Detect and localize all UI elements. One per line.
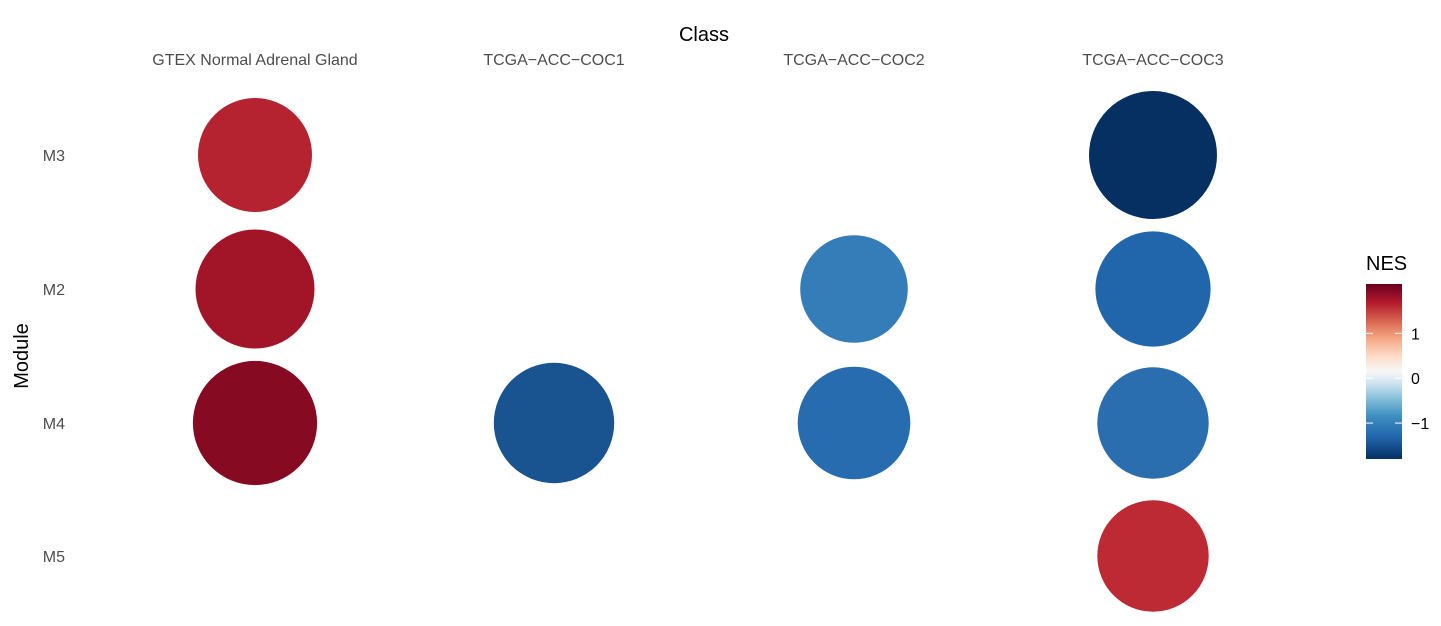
y-tick-label: M3: [43, 148, 65, 165]
x-tick-label: TCGA−ACC−COC1: [483, 52, 624, 69]
legend-tick-label: 0: [1411, 371, 1420, 388]
y-tick-label: M4: [43, 416, 65, 433]
x-axis-title: Class: [679, 24, 729, 46]
y-axis-title: Module: [11, 323, 33, 389]
data-points: [192, 91, 1217, 612]
y-tick-label: M5: [43, 549, 65, 566]
x-tick-label: TCGA−ACC−COC3: [1082, 52, 1223, 69]
y-tick-label: M2: [43, 282, 65, 299]
legend-title: NES: [1366, 253, 1407, 275]
legend-tick-label: −1: [1411, 416, 1429, 433]
legend-ticks: 1 0 −1: [1366, 326, 1429, 433]
x-tick-label: TCGA−ACC−COC2: [783, 52, 924, 69]
data-point: [493, 362, 615, 484]
legend-colorbar: [1366, 284, 1402, 459]
data-point: [192, 360, 318, 486]
legend: NES 1 0 −1: [1366, 253, 1429, 459]
data-point: [198, 98, 312, 212]
data-point: [1095, 231, 1211, 347]
data-point: [800, 235, 908, 343]
data-point: [1089, 91, 1217, 219]
legend-tick-label: 1: [1411, 326, 1420, 343]
x-tick-label: GTEX Normal Adrenal Gland: [152, 52, 357, 69]
data-point: [1097, 500, 1209, 612]
data-point: [195, 229, 315, 349]
y-axis-tick-labels: M3 M2 M4 M5: [43, 148, 65, 566]
data-point: [797, 366, 911, 480]
x-axis-tick-labels: GTEX Normal Adrenal Gland TCGA−ACC−COC1 TC…: [152, 52, 1223, 69]
data-point: [1097, 367, 1209, 479]
